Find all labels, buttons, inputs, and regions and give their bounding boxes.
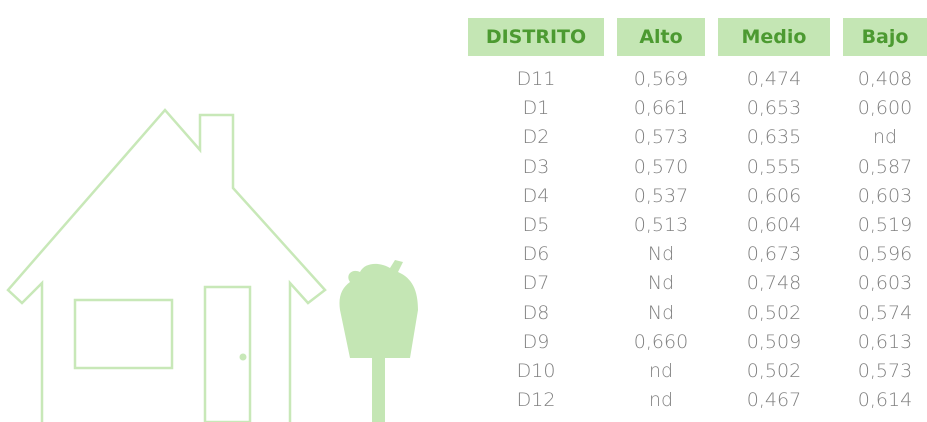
table-cell: 0,509 xyxy=(718,331,830,354)
column-header: DISTRITO xyxy=(468,18,604,56)
table-cell: 0,537 xyxy=(617,185,705,208)
table-cell: 0,606 xyxy=(718,185,830,208)
table-cell: D5 xyxy=(468,214,604,237)
table-cell: 0,635 xyxy=(718,126,830,149)
table-cell: 0,513 xyxy=(617,214,705,237)
table-cell: Nd xyxy=(617,302,705,325)
table-cell: 0,653 xyxy=(718,97,830,120)
table-cell: 0,573 xyxy=(843,360,927,383)
table-cell: 0,555 xyxy=(718,156,830,179)
table-cell: 0,574 xyxy=(843,302,927,325)
table-cell: 0,569 xyxy=(617,68,705,91)
table-cell: 0,502 xyxy=(718,302,830,325)
table-cell: D2 xyxy=(468,126,604,149)
table-cell: 0,570 xyxy=(617,156,705,179)
table-cell: 0,603 xyxy=(843,185,927,208)
table-cell: nd xyxy=(843,126,927,149)
window xyxy=(75,300,172,368)
table-cell: D1 xyxy=(468,97,604,120)
table-cell: 0,596 xyxy=(843,243,927,266)
table-cell: Nd xyxy=(617,272,705,295)
house-outline xyxy=(8,110,325,422)
house-illustration xyxy=(0,0,430,422)
table-cell: nd xyxy=(617,389,705,412)
table-cell: 0,613 xyxy=(843,331,927,354)
table-cell: 0,408 xyxy=(843,68,927,91)
table-cell: 0,748 xyxy=(718,272,830,295)
table-cell: D6 xyxy=(468,243,604,266)
table-cell: 0,660 xyxy=(617,331,705,354)
table-cell: D7 xyxy=(468,272,604,295)
door-knob xyxy=(240,354,247,361)
table-cell: 0,604 xyxy=(718,214,830,237)
table-cell: 0,603 xyxy=(843,272,927,295)
table-cell: D9 xyxy=(468,331,604,354)
table-cell: 0,614 xyxy=(843,389,927,412)
table-cell: 0,661 xyxy=(617,97,705,120)
table-cell: 0,474 xyxy=(718,68,830,91)
table-cell: D12 xyxy=(468,389,604,412)
page: {"table": {"columns": ["DISTRITO", "Alto… xyxy=(0,0,927,422)
mailbox xyxy=(339,260,418,422)
table-cell: 0,502 xyxy=(718,360,830,383)
table-cell: 0,600 xyxy=(843,97,927,120)
table-cell: D4 xyxy=(468,185,604,208)
column-header: Bajo xyxy=(843,18,927,56)
table-cell: D8 xyxy=(468,302,604,325)
column-header: Alto xyxy=(617,18,705,56)
table-cell: Nd xyxy=(617,243,705,266)
table-cell: 0,519 xyxy=(843,214,927,237)
table-cell: D10 xyxy=(468,360,604,383)
table-cell: 0,573 xyxy=(617,126,705,149)
column-header: Medio xyxy=(718,18,830,56)
table-cell: nd xyxy=(617,360,705,383)
table-cell: 0,587 xyxy=(843,156,927,179)
table-cell: 0,673 xyxy=(718,243,830,266)
table-cell: D11 xyxy=(468,68,604,91)
table-cell: 0,467 xyxy=(718,389,830,412)
table-cell: D3 xyxy=(468,156,604,179)
